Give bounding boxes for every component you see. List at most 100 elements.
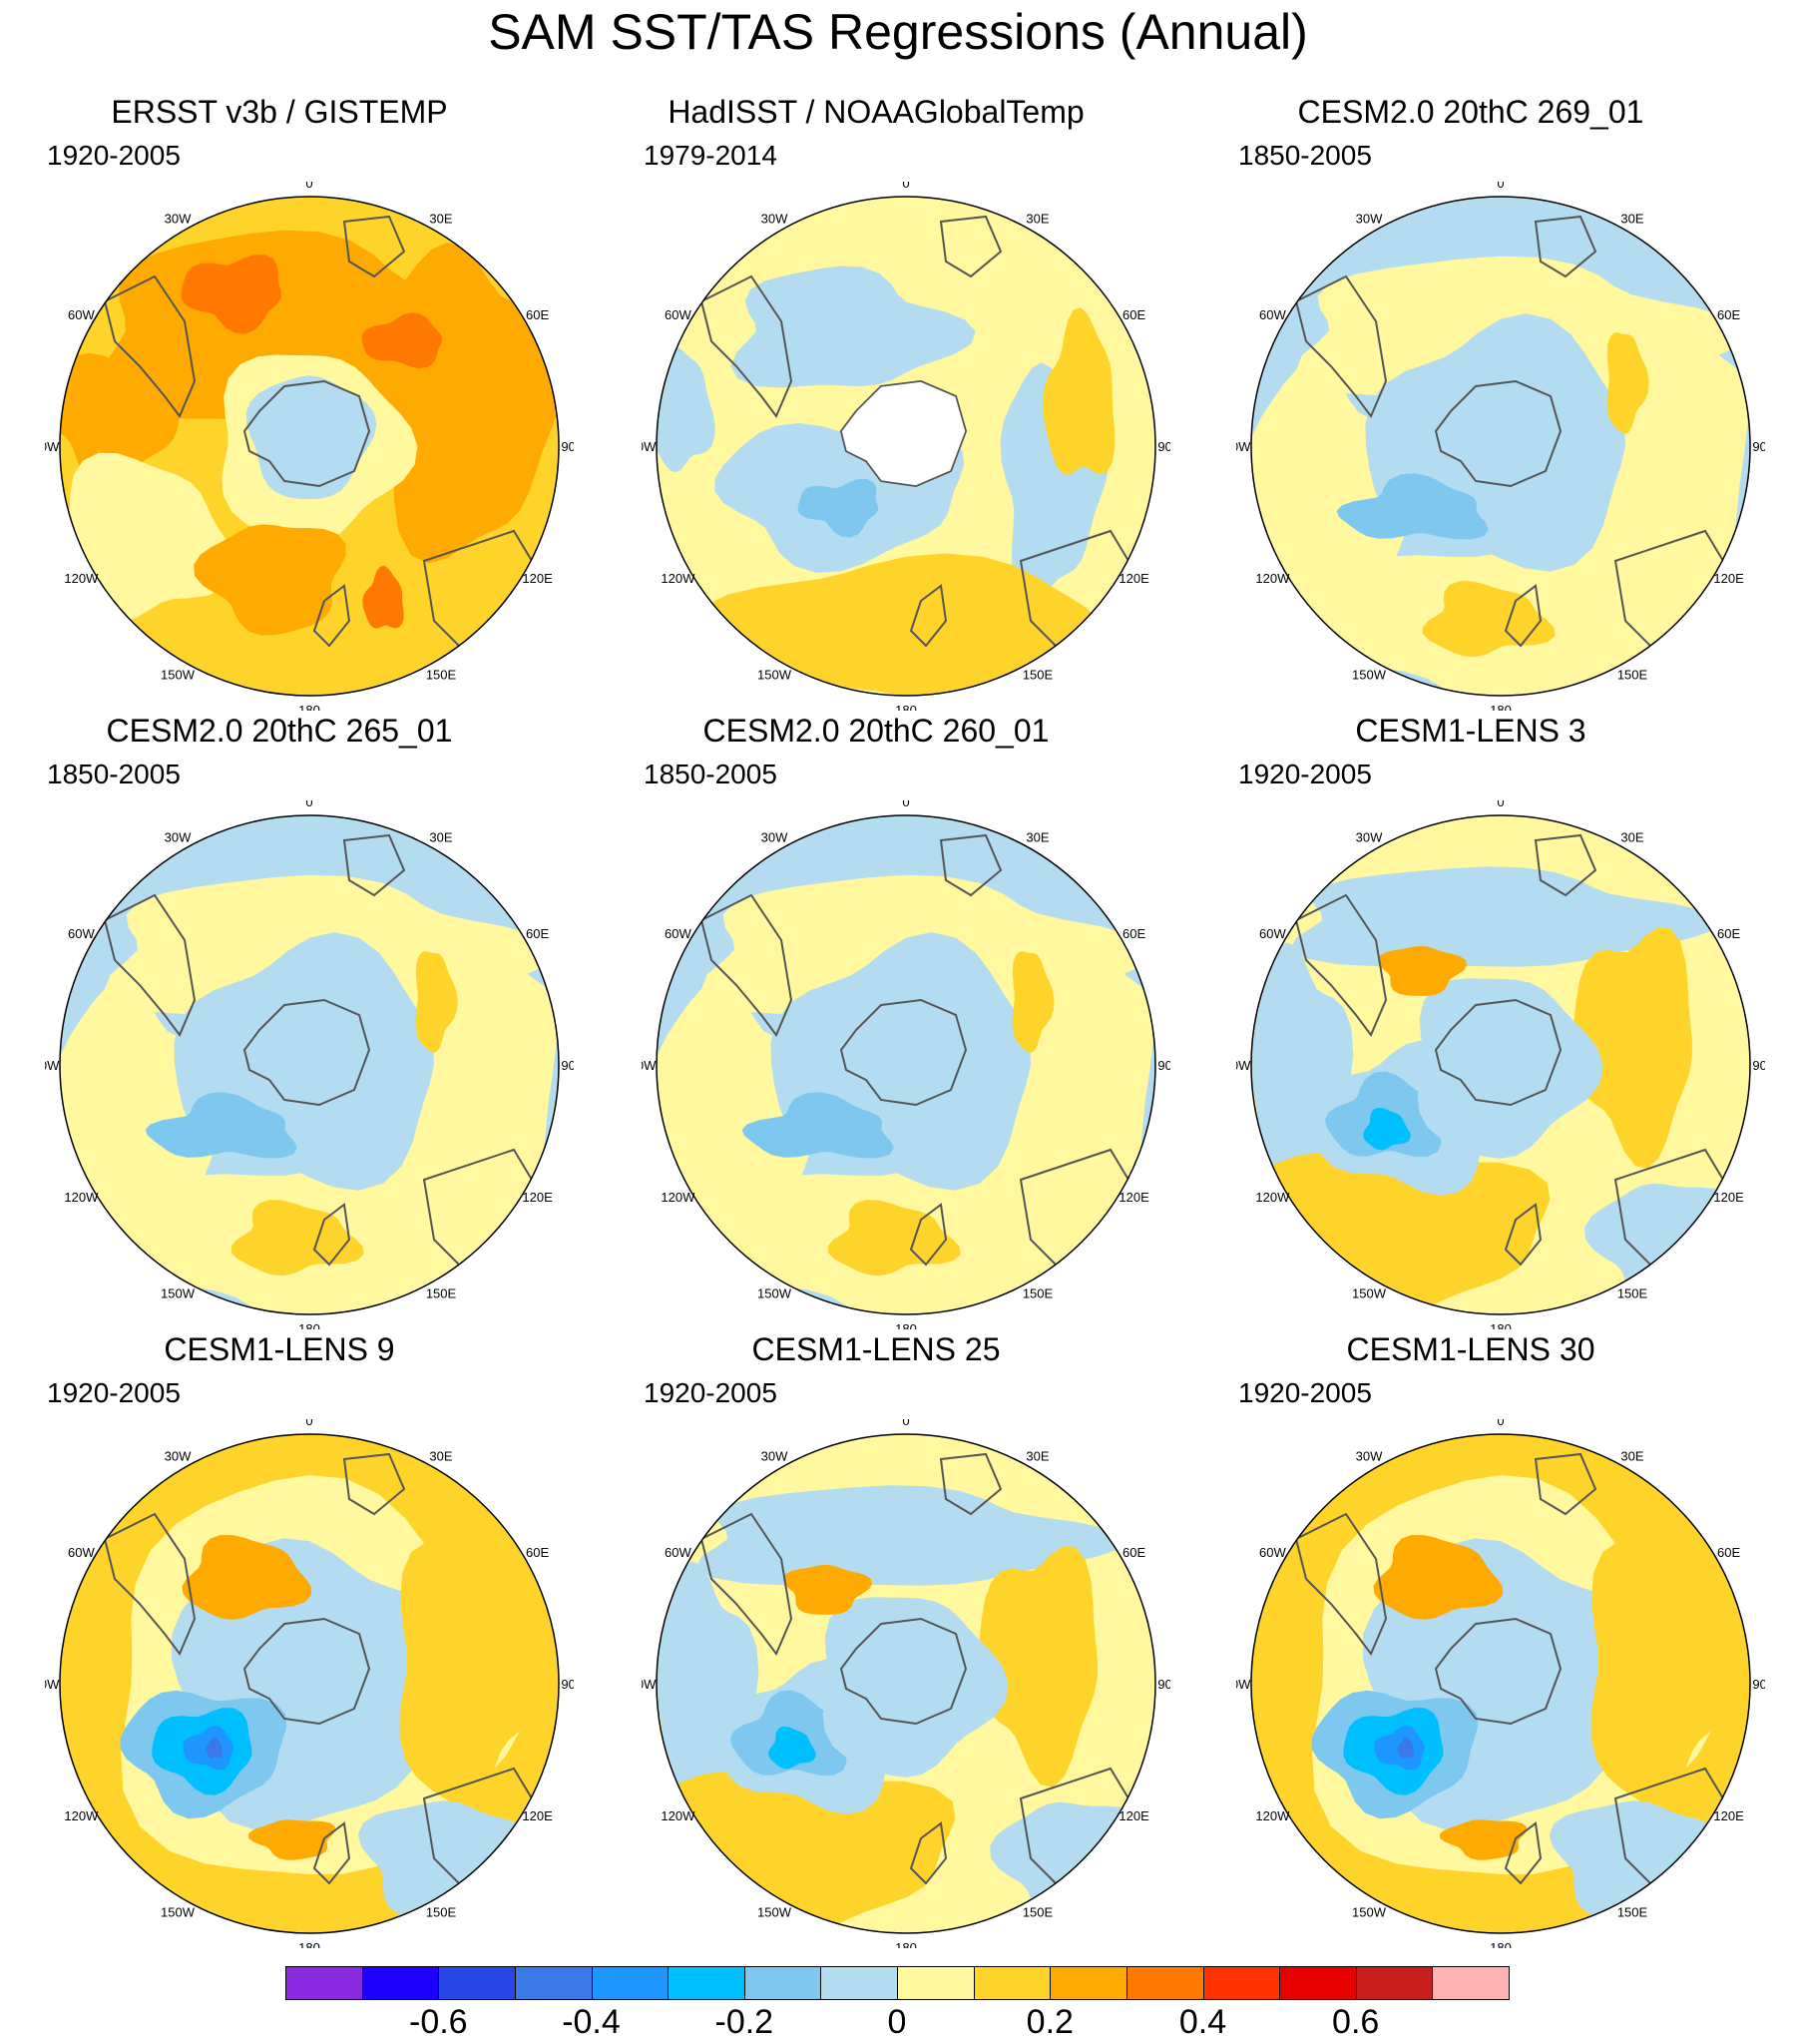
longitude-label: 120W [661,1190,695,1205]
longitude-label: 120W [64,1808,99,1823]
regression-field [60,197,559,696]
colorbar-tick-label: 0.6 [1332,2003,1380,2041]
polar-stereographic-map: 0 30E 60E 90E 120E 150E 180 150W 120W 90W 60W 30W [1236,182,1765,711]
longitude-label: 150E [1023,668,1054,683]
contour-region [1290,866,1722,967]
coastline [939,1452,1003,1516]
colorbar [285,1966,1510,2000]
coastline [242,1617,371,1726]
longitude-label: 30W [165,1448,192,1463]
longitude-label: 120E [1713,1808,1744,1823]
contour-region [181,255,281,334]
regression-field [1251,197,1750,696]
coastline [1534,833,1597,897]
coastline [839,1617,968,1726]
longitude-label: 180 [298,703,320,711]
colorbar-swatch [1202,1966,1281,2000]
longitude-label: 120W [661,1808,695,1823]
map-boundary [59,196,560,697]
panel-period: 1850-2005 [1238,140,1372,171]
longitude-label: 60W [1259,307,1286,322]
longitude-label: 30W [165,211,192,226]
regression-field [60,815,559,1314]
longitude-label: 30E [429,211,452,226]
longitude-label: 150W [757,1905,792,1920]
contour-region [1397,1737,1414,1759]
coastline [103,274,197,418]
longitude-label: 90W [1236,1677,1251,1692]
longitude-label: 150W [757,1286,792,1301]
longitude-label: 30E [429,829,452,844]
longitude-label: 150W [161,1905,196,1920]
longitude-label: 30E [1620,1448,1643,1463]
longitude-label: 90E [1752,1677,1765,1692]
longitude-label: 120W [661,571,695,586]
contour-region [1336,473,1489,540]
colorbar-tick-label: 0.2 [1026,2003,1074,2041]
longitude-label: 60W [665,926,691,941]
contour-region [194,524,346,636]
map-boundary [1250,814,1751,1315]
longitude-label: 150W [1352,1286,1387,1301]
polar-stereographic-map: 0 30E 60E 90E 120E 150E 180 150W 120W 90W 60W 30W [45,800,574,1329]
contour-region [1422,581,1556,658]
longitude-label: 90W [642,1677,657,1692]
coastline [242,379,371,488]
longitude-label: 0 [305,182,312,191]
longitude-label: 0 [902,1419,909,1428]
colorbar-swatch [1125,1966,1204,2000]
coastline [1504,584,1543,648]
contour-region [768,1727,816,1770]
coastline [1294,893,1388,1037]
longitude-label: 30E [429,1448,452,1463]
contour-region [206,1737,223,1759]
panel-title: CESM1-LENS 25 [751,1331,1001,1367]
map-panel: HadISST / NOAAGlobalTemp 1979-2014 0 30E 60E… [597,92,1195,711]
map-panel: CESM2.0 20thC 260_01 1850-2005 0 30E 60E 90E 1… [597,711,1195,1329]
colorbar-swatch [438,1966,516,2000]
map-boundary [656,1433,1156,1934]
longitude-label: 120E [1119,1808,1149,1823]
longitude-label: 30W [1356,829,1383,844]
longitude-label: 120W [64,1190,99,1205]
colorbar-swatch [1355,1966,1434,2000]
longitude-label: 60E [1122,1545,1145,1560]
contour-region [145,1092,297,1159]
colorbar-swatch [897,1966,975,2000]
longitude-label: 120E [1119,571,1149,586]
longitude-label: 180 [895,1940,917,1948]
map-boundary [656,814,1156,1315]
longitude-label: 60E [1122,307,1145,322]
coastline [1434,379,1563,488]
map-boundary [59,1433,560,1934]
longitude-label: 90E [561,1058,574,1073]
contour-region [1439,1819,1527,1860]
longitude-label: 150W [161,668,196,683]
coastline [1534,1452,1597,1516]
contour-region [730,265,976,388]
longitude-label: 30E [1620,211,1643,226]
longitude-label: 60E [1717,926,1740,941]
contour-region [399,1542,548,1806]
panel-title: HadISST / NOAAGlobalTemp [668,94,1085,130]
polar-stereographic-map: 0 30E 60E 90E 120E 150E 180 150W 120W 90W 60W 30W [45,1419,574,1948]
missing-data-region [840,380,967,487]
longitude-label: 120W [1255,1190,1290,1205]
coastline [699,1512,793,1656]
longitude-label: 60W [665,307,691,322]
polar-stereographic-map: 0 30E 60E 90E 120E 150E 180 150W 120W 90W 60W 30W [45,182,574,711]
contour-region [782,1564,873,1615]
colorbar-swatch [1432,1966,1510,2000]
map-panel: ERSST v3b / GISTEMP 1920-2005 0 30E 60E 90E 12… [0,92,599,711]
coastline [312,1821,351,1885]
map-boundary [59,814,560,1315]
longitude-label: 180 [298,1940,320,1948]
contour-region [1042,307,1116,475]
longitude-label: 150W [1352,1905,1387,1920]
longitude-label: 150E [426,668,457,683]
longitude-label: 150E [1023,1286,1054,1301]
contour-region [245,375,377,500]
longitude-label: 150E [1023,1905,1054,1920]
longitude-label: 90E [1752,439,1765,454]
contour-region [60,352,187,482]
